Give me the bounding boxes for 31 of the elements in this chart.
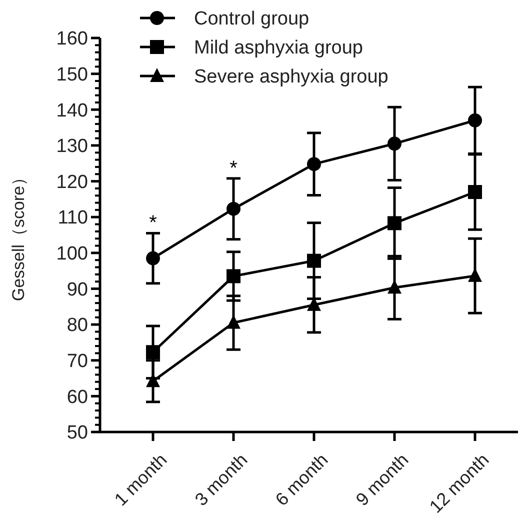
y-tick-label: 70 [66,351,88,372]
y-tick-label: 50 [66,422,88,444]
point [307,157,321,172]
point [388,136,402,151]
annotation: * [149,212,158,234]
y-tick-label: 100 [56,244,88,265]
y-tick-label: 90 [66,279,88,300]
annotation: * [230,157,238,180]
legend-label: Control group [194,8,310,30]
y-tick-label: 140 [56,100,88,122]
point [468,185,482,200]
point [146,345,160,360]
y-axis-title: Gessell（score） [9,168,28,302]
point [307,254,321,268]
y-tick-label: 150 [56,64,88,86]
y-tick-label: 60 [66,386,88,408]
point [226,202,240,216]
point [468,113,482,128]
y-tick-label: 130 [56,136,88,158]
point [226,314,240,329]
point [146,251,160,266]
y-tick-label: 160 [56,28,88,50]
y-tick-label: 120 [56,172,88,193]
y-tick-label: 80 [66,315,88,336]
point [388,216,402,230]
legend-label: Mild asphyxia group [194,38,363,59]
legend-label: Severe asphyxia group [194,66,388,88]
point [226,269,240,284]
point [388,280,402,294]
y-tick-label: 110 [58,208,88,229]
point [146,373,160,388]
